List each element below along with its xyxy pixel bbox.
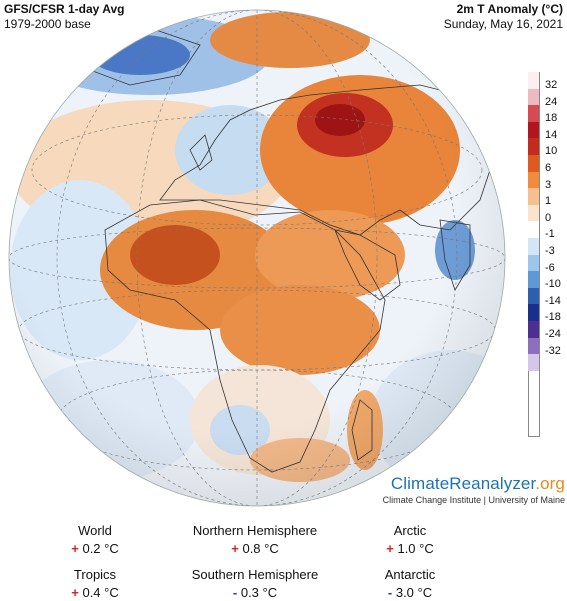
legend-row: 18 (528, 105, 564, 125)
stat-tropics-value: 0.4 °C (82, 585, 119, 600)
legend-row: 10 (528, 138, 564, 158)
legend-swatch (528, 138, 540, 155)
legend-row: 14 (528, 121, 564, 141)
legend-tick-label: 6 (545, 161, 552, 174)
stat-world-label: World (78, 523, 112, 538)
legend-row (528, 354, 564, 371)
stat-arctic: Arctic + 1.0 °C (315, 523, 505, 557)
legend-tick-label: -6 (545, 261, 555, 274)
legend-swatch (528, 237, 540, 255)
legend-tick-label: -3 (545, 244, 555, 257)
variable-title: 2m T Anomaly (°C) (456, 2, 563, 16)
color-legend: 32 24 18 14 10 6 3 1 0 -1 -3 -6 -10 -14 -18 -24 -32 (528, 72, 564, 437)
legend-swatch (528, 221, 540, 238)
legend-swatch (528, 254, 540, 272)
legend-swatch (528, 171, 540, 189)
legend-swatch (528, 204, 540, 222)
stat-world: World + 0.2 °C (0, 523, 190, 557)
legend-tick-label: -14 (545, 294, 561, 307)
stat-arctic-value: 1.0 °C (397, 541, 434, 556)
brand-name-suffix: .org (535, 474, 565, 493)
legend-tick-label: -18 (545, 311, 561, 324)
header-right: 2m T Anomaly (°C) Sunday, May 16, 2021 (444, 2, 563, 32)
legend-tick-label: 1 (545, 195, 552, 208)
brand-name[interactable]: ClimateReanalyzer.org (360, 474, 565, 494)
legend-row: 24 (528, 88, 564, 108)
legend-swatch (528, 188, 540, 205)
stat-tropics: Tropics + 0.4 °C (0, 567, 190, 601)
legend-tick-label: 32 (545, 79, 558, 91)
legend-row: -24 (528, 320, 564, 340)
legend-swatch (528, 354, 540, 371)
stat-arctic-label: Arctic (393, 523, 427, 538)
legend-swatch (528, 88, 540, 106)
legend-tick-label: 18 (545, 112, 558, 125)
stat-nh-sign: + (231, 541, 239, 556)
legend-row: 6 (528, 154, 564, 174)
legend-swatch (528, 121, 540, 139)
stat-antarctic: Antarctic - 3.0 °C (315, 567, 505, 601)
globe-shading (9, 10, 505, 506)
legend-tick-label: -24 (545, 327, 561, 340)
header-left: GFS/CFSR 1-day Avg 1979-2000 base (4, 2, 124, 32)
legend-swatch (528, 337, 540, 355)
legend-tick-label: 3 (545, 178, 552, 191)
stat-nh-label: Northern Hemisphere (192, 523, 318, 538)
stat-sh-value: 0.3 °C (240, 585, 278, 600)
legend-swatch (528, 320, 540, 338)
legend-row: -14 (528, 287, 564, 307)
stat-arctic-sign: + (386, 541, 394, 556)
legend-swatch (528, 287, 540, 305)
globe-rim (8, 9, 506, 507)
legend-row: -10 (528, 271, 564, 291)
stat-antarctic-sign: - (387, 585, 393, 600)
legend-row: 1 (528, 188, 564, 208)
legend-row: -3 (528, 237, 564, 257)
legend-tick-label: 24 (545, 95, 558, 108)
legend-tick-label: -1 (545, 228, 555, 241)
dataset-title: GFS/CFSR 1-day Avg (4, 2, 125, 16)
brand-block: ClimateReanalyzer.org Climate Change Ins… (360, 474, 565, 506)
stat-tropics-label: Tropics (73, 567, 117, 582)
legend-row: 0 (528, 204, 564, 224)
legend-row: -6 (528, 254, 564, 274)
date-label: Sunday, May 16, 2021 (443, 17, 563, 31)
legend-swatch (528, 105, 540, 122)
legend-row: -18 (528, 304, 564, 324)
stat-world-value: 0.2 °C (82, 541, 119, 556)
stat-sh-sign: - (232, 585, 238, 600)
legend-tick-label: 10 (545, 145, 558, 158)
legend-tick-label: -10 (545, 278, 561, 291)
legend-swatch (528, 72, 540, 89)
stat-nh-value: 0.8 °C (242, 541, 279, 556)
stat-antarctic-value: 3.0 °C (395, 585, 433, 600)
legend-swatch (528, 304, 540, 321)
legend-row: 3 (528, 171, 564, 191)
stat-northern-hemisphere: Northern Hemisphere + 0.8 °C (160, 523, 350, 557)
stat-sh-label: Southern Hemisphere (191, 567, 319, 582)
legend-row: -32 (528, 337, 564, 357)
legend-swatch (528, 154, 540, 172)
brand-name-main: ClimateReanalyzer (390, 474, 536, 493)
legend-row: 32 (528, 72, 564, 91)
stat-tropics-sign: + (71, 585, 79, 600)
legend-tick-label: 0 (545, 211, 552, 224)
legend-swatch (528, 271, 540, 288)
stat-world-sign: + (71, 541, 79, 556)
legend-tick-label: -32 (545, 344, 561, 357)
stat-antarctic-label: Antarctic (384, 567, 436, 582)
legend-tick-label: 14 (545, 128, 558, 141)
brand-subline: Climate Change Institute | University of… (382, 495, 565, 505)
baseline-label: 1979-2000 base (4, 17, 91, 31)
legend-row: -1 (528, 221, 564, 241)
stat-southern-hemisphere: Southern Hemisphere - 0.3 °C (160, 567, 350, 601)
